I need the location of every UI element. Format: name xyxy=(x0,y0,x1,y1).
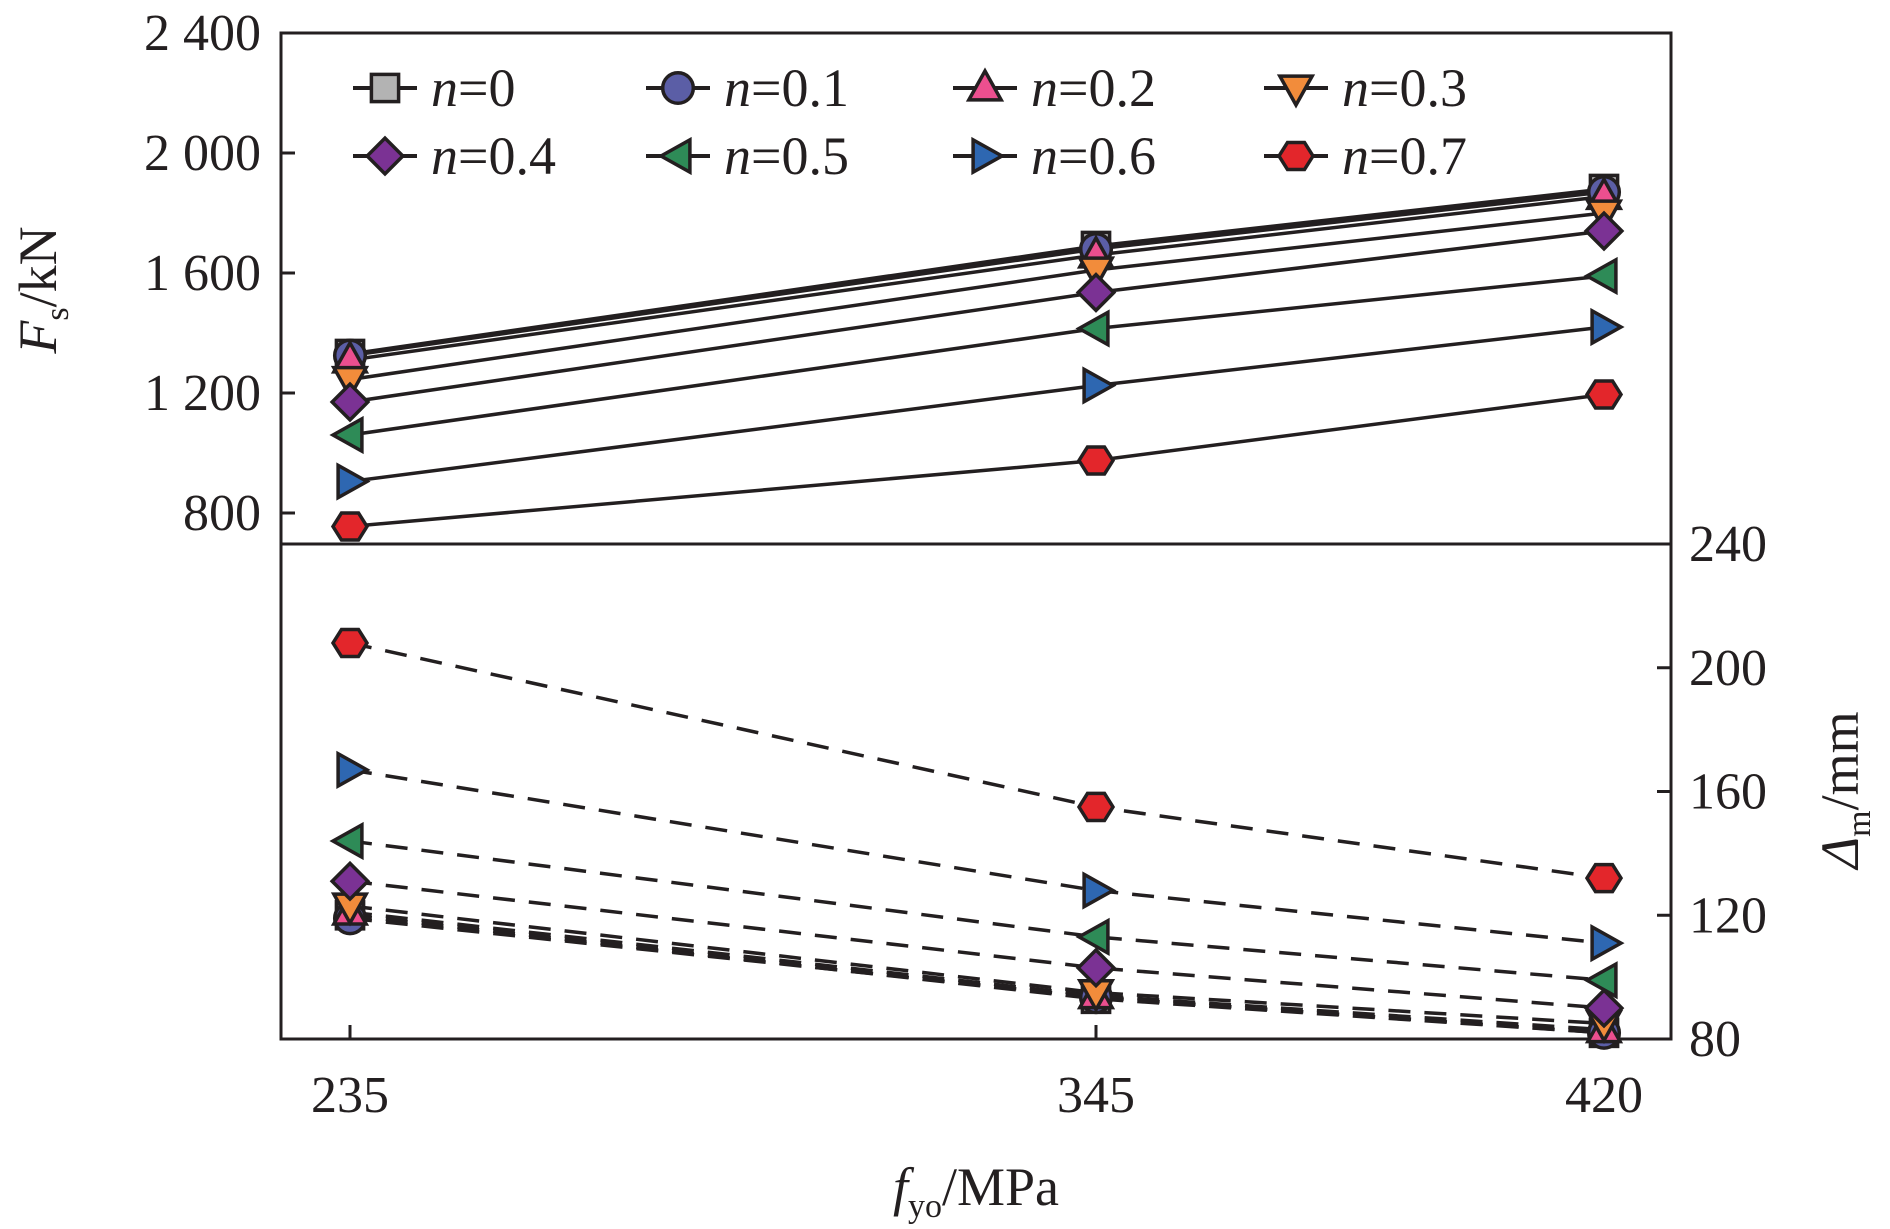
upper-point-6-1 xyxy=(1082,366,1117,405)
lower-y-tick-label: 80 xyxy=(1689,1011,1741,1068)
lower-point-7-1 xyxy=(1076,791,1116,823)
upper-point-4-2 xyxy=(1583,210,1625,252)
x-tick-label: 235 xyxy=(311,1067,389,1124)
legend-marker-5 xyxy=(657,136,692,176)
legend-label-0: n=0 xyxy=(431,58,515,118)
legend-label-2: n=0.2 xyxy=(1031,58,1156,118)
lower-point-4-0 xyxy=(329,860,371,902)
lower-point-7-0 xyxy=(330,627,370,659)
upper-y-tick-label: 2 000 xyxy=(144,125,261,182)
upper-y-tick-label: 2 400 xyxy=(144,5,261,62)
lower-series-line-7 xyxy=(349,641,1605,880)
lower-y-tick-label: 240 xyxy=(1689,516,1767,573)
upper-y-axis-label: Fs/kN xyxy=(8,226,76,354)
upper-point-4-1 xyxy=(1075,272,1117,313)
lower-series-line-6 xyxy=(349,768,1605,945)
lower-point-5-1 xyxy=(1075,917,1110,957)
upper-series-line-5 xyxy=(349,274,1605,437)
legend-label-4: n=0.4 xyxy=(431,126,556,186)
upper-y-tick-label: 1 600 xyxy=(144,245,261,302)
x-tick-label: 420 xyxy=(1565,1067,1643,1124)
legend-label-3: n=0.3 xyxy=(1342,58,1467,118)
x-axis-label: fyo/MPa xyxy=(893,1157,1059,1224)
lower-series-line-3 xyxy=(349,904,1605,1026)
lower-point-7-2 xyxy=(1584,862,1624,894)
lower-point-5-2 xyxy=(1583,961,1618,1000)
lower-point-5-0 xyxy=(329,821,364,861)
lower-series-line-1 xyxy=(349,916,1605,1035)
lower-y-axis-label: Δm/mm xyxy=(1810,711,1878,870)
upper-point-4-0 xyxy=(329,381,371,423)
lower-point-6-2 xyxy=(1590,923,1625,963)
upper-series-line-2 xyxy=(349,194,1605,362)
upper-y-tick-label: 800 xyxy=(183,485,261,542)
upper-point-7-1 xyxy=(1076,445,1116,476)
legend-marker-0 xyxy=(369,72,401,104)
lower-point-4-2 xyxy=(1583,987,1625,1029)
legend-marker-6 xyxy=(971,136,1006,176)
lower-y-tick-label: 160 xyxy=(1689,764,1767,821)
lower-series-line-2 xyxy=(349,910,1605,1032)
x-tick-label: 345 xyxy=(1057,1067,1135,1124)
legend-marker-1 xyxy=(660,70,696,106)
lower-y-tick-label: 200 xyxy=(1689,640,1767,697)
legend-label-1: n=0.1 xyxy=(724,58,849,118)
legend-marker-7 xyxy=(1276,140,1316,172)
upper-point-7-0 xyxy=(330,511,370,542)
lower-point-6-0 xyxy=(336,750,371,789)
lower-point-4-1 xyxy=(1075,947,1117,989)
lower-series-line-5 xyxy=(349,839,1605,982)
legend-marker-4 xyxy=(364,135,406,177)
upper-series-line-7 xyxy=(349,392,1605,529)
legend-marker-2 xyxy=(965,67,1005,102)
upper-point-5-2 xyxy=(1583,256,1618,296)
upper-point-6-2 xyxy=(1590,307,1625,347)
upper-point-7-2 xyxy=(1584,379,1624,410)
lower-plot-frame xyxy=(279,542,1673,1041)
legend-label-5: n=0.5 xyxy=(724,126,849,186)
lower-point-6-1 xyxy=(1082,871,1117,910)
legend-marker-3 xyxy=(1276,74,1316,109)
legend-label-7: n=0.7 xyxy=(1342,126,1467,186)
upper-point-5-1 xyxy=(1075,309,1110,348)
upper-point-6-0 xyxy=(336,462,371,501)
lower-series-line-4 xyxy=(349,879,1605,1010)
upper-point-5-0 xyxy=(329,415,364,455)
upper-series-line-4 xyxy=(349,229,1605,404)
upper-y-tick-label: 1 200 xyxy=(144,365,261,422)
lower-y-tick-label: 120 xyxy=(1689,887,1767,944)
legend-label-6: n=0.6 xyxy=(1031,126,1156,186)
